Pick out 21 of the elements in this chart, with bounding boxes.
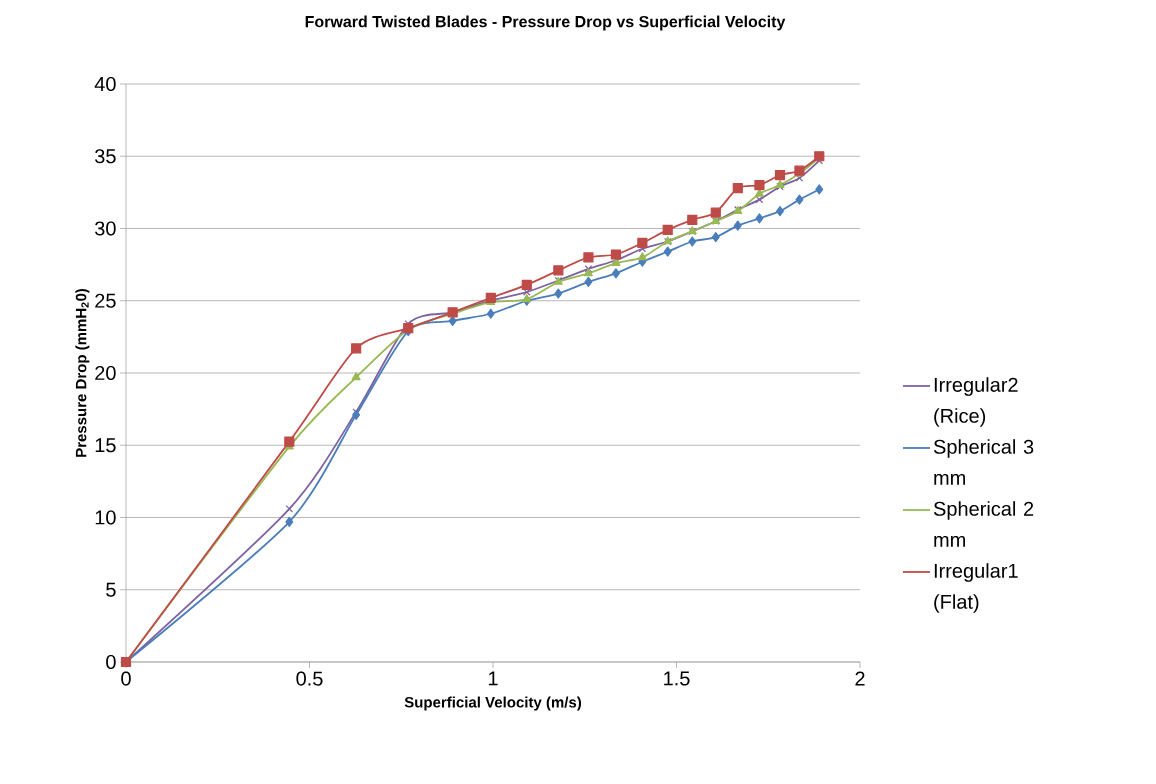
y-tick-label: 20 (95, 365, 116, 381)
y-tick-label: 25 (95, 293, 116, 308)
x-tick-label: 0.5 (296, 671, 323, 686)
chart-title: Forward Twisted Blades - Pressure Drop vs Superficial Velocity (305, 15, 786, 31)
y-tick-label: 40 (94, 76, 116, 92)
x-tick-label: 0 (121, 671, 131, 686)
y-tick-label: 30 (95, 221, 116, 236)
y-tick-label: 15 (95, 438, 116, 453)
legend-label: Spherical 2 mm (933, 501, 1034, 547)
x-tick-label: 1.5 (664, 671, 690, 686)
legend-label: Irregular1 (Flat) (934, 563, 1018, 613)
y-tick-label: 0 (106, 654, 116, 670)
legend-label: Spherical 3 mm (933, 439, 1034, 485)
x-tick-label: 1 (488, 671, 498, 686)
y-tick-label: 10 (95, 510, 116, 525)
y-tick-label: 5 (106, 582, 116, 597)
x-axis-title: Superficial Velocity (m/s) (404, 696, 582, 711)
y-axis-title: Pressure Drop (mmH$_{2}$0) (75, 288, 90, 457)
legend-label: Irregular2 (Rice) (934, 377, 1018, 427)
x-tick-label: 2 (855, 671, 865, 686)
y-tick-label: 35 (95, 149, 116, 164)
